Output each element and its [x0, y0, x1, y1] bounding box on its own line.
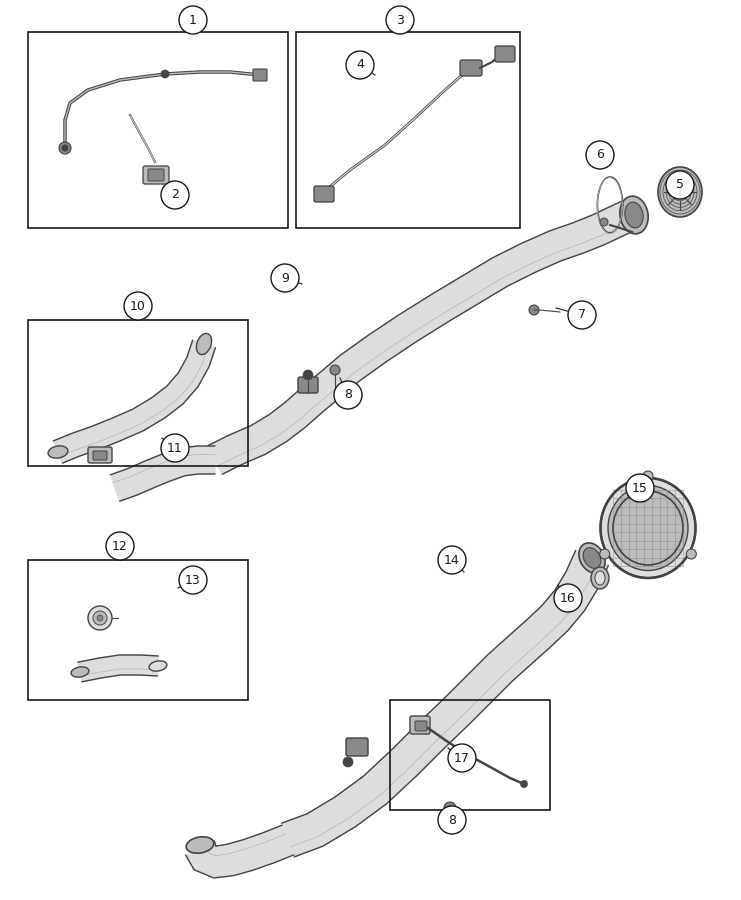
FancyBboxPatch shape: [88, 447, 112, 463]
Text: 6: 6: [596, 148, 604, 161]
Circle shape: [554, 584, 582, 612]
Polygon shape: [186, 825, 294, 878]
FancyBboxPatch shape: [93, 451, 107, 460]
FancyBboxPatch shape: [410, 716, 430, 734]
Circle shape: [161, 434, 189, 462]
Ellipse shape: [600, 478, 696, 578]
Circle shape: [444, 802, 456, 814]
Circle shape: [124, 292, 152, 320]
FancyBboxPatch shape: [298, 377, 318, 393]
Text: 17: 17: [454, 752, 470, 764]
Circle shape: [438, 806, 466, 834]
FancyBboxPatch shape: [460, 60, 482, 76]
Circle shape: [686, 549, 697, 559]
FancyBboxPatch shape: [495, 46, 515, 62]
Text: 10: 10: [130, 300, 146, 312]
Circle shape: [62, 145, 68, 151]
Ellipse shape: [619, 196, 648, 234]
Text: 7: 7: [578, 309, 586, 321]
FancyBboxPatch shape: [253, 69, 267, 81]
Bar: [296, 32, 520, 228]
Circle shape: [330, 365, 340, 375]
Text: 8: 8: [344, 389, 352, 401]
Ellipse shape: [583, 548, 601, 568]
Ellipse shape: [149, 661, 167, 671]
Text: 16: 16: [560, 591, 576, 605]
FancyBboxPatch shape: [346, 738, 368, 756]
Text: 11: 11: [167, 442, 183, 454]
Text: 12: 12: [112, 539, 128, 553]
Circle shape: [106, 532, 134, 560]
Circle shape: [643, 471, 653, 481]
Circle shape: [97, 615, 103, 621]
FancyBboxPatch shape: [415, 721, 427, 731]
Polygon shape: [53, 340, 216, 464]
Polygon shape: [110, 446, 215, 501]
Bar: [28, 32, 288, 228]
Circle shape: [59, 142, 71, 154]
Circle shape: [448, 744, 476, 772]
Text: 3: 3: [396, 14, 404, 26]
Bar: [28, 320, 248, 466]
Ellipse shape: [579, 543, 605, 573]
Circle shape: [386, 6, 414, 34]
Ellipse shape: [608, 485, 688, 571]
Text: 8: 8: [448, 814, 456, 826]
Ellipse shape: [595, 571, 605, 585]
Circle shape: [161, 181, 189, 209]
Circle shape: [343, 757, 353, 767]
Ellipse shape: [625, 202, 643, 228]
Bar: [390, 700, 550, 810]
Circle shape: [568, 301, 596, 329]
Circle shape: [303, 370, 313, 380]
Text: 2: 2: [171, 188, 179, 202]
FancyBboxPatch shape: [148, 169, 164, 181]
Text: 15: 15: [632, 482, 648, 494]
Ellipse shape: [591, 567, 609, 589]
Ellipse shape: [48, 446, 68, 458]
Bar: [28, 560, 248, 700]
FancyBboxPatch shape: [143, 166, 169, 184]
Polygon shape: [207, 201, 637, 474]
Ellipse shape: [196, 333, 212, 355]
Circle shape: [271, 264, 299, 292]
Text: 1: 1: [189, 14, 197, 26]
Ellipse shape: [658, 167, 702, 217]
Circle shape: [600, 218, 608, 226]
Circle shape: [179, 566, 207, 594]
Circle shape: [438, 546, 466, 574]
Polygon shape: [78, 655, 159, 682]
Ellipse shape: [71, 667, 89, 677]
Polygon shape: [282, 551, 608, 857]
Circle shape: [586, 141, 614, 169]
Circle shape: [179, 6, 207, 34]
Circle shape: [88, 606, 112, 630]
Text: 9: 9: [281, 272, 289, 284]
Text: 13: 13: [185, 573, 201, 587]
Text: 5: 5: [676, 178, 684, 192]
FancyBboxPatch shape: [314, 186, 334, 202]
Ellipse shape: [186, 837, 214, 853]
Text: 4: 4: [356, 58, 364, 71]
Circle shape: [334, 381, 362, 409]
Circle shape: [346, 51, 374, 79]
Circle shape: [529, 305, 539, 315]
Circle shape: [520, 780, 528, 788]
Circle shape: [161, 70, 169, 78]
Circle shape: [626, 474, 654, 502]
Circle shape: [599, 549, 610, 559]
Circle shape: [93, 611, 107, 625]
Circle shape: [666, 171, 694, 199]
Text: 14: 14: [444, 554, 460, 566]
